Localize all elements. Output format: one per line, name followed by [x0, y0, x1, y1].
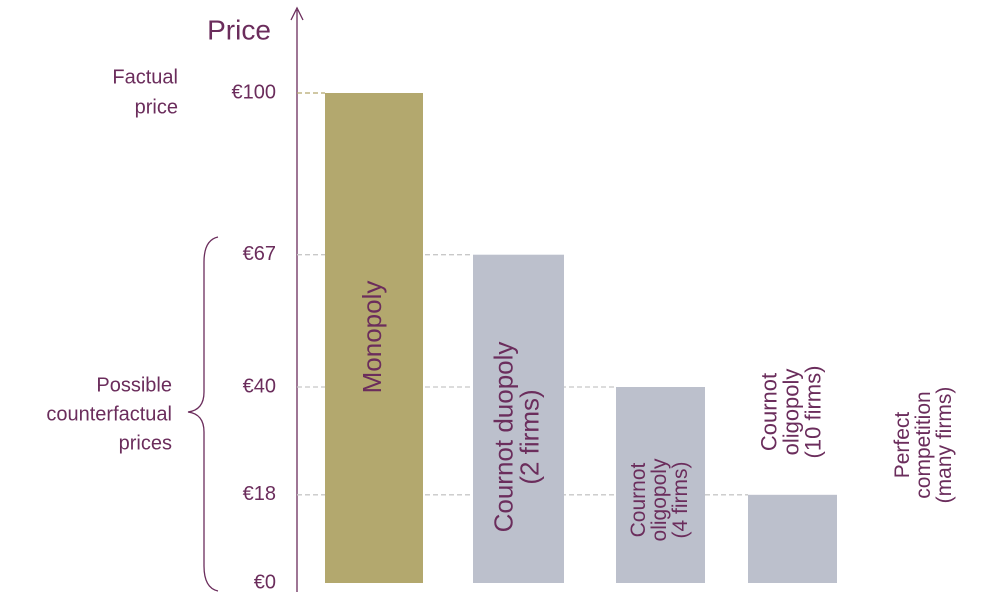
annotation: counterfactual — [46, 403, 172, 425]
bar — [748, 494, 837, 583]
category-label: (many firms) — [933, 387, 956, 504]
category-label: Monopoly — [357, 281, 387, 394]
category-label: Cournot — [756, 373, 781, 451]
annotation: Possible — [96, 374, 172, 396]
annotation: prices — [119, 432, 172, 454]
category-label: oligopoly — [648, 458, 671, 541]
y-tick-label: €67 — [243, 243, 276, 265]
category-label: (4 firms) — [669, 462, 692, 539]
bar — [473, 254, 564, 583]
category-label: Perfect — [891, 412, 914, 479]
bar — [325, 93, 423, 583]
category-label: oligopoly — [778, 369, 803, 456]
annotation: price — [135, 96, 178, 118]
y-axis-label: Price — [207, 14, 271, 45]
y-tick-label: €100 — [232, 81, 277, 103]
category-label: Cournot — [627, 462, 650, 537]
brace — [187, 236, 219, 592]
category-label: Cournot duopoly — [488, 342, 518, 533]
y-tick-label: €0 — [254, 571, 276, 593]
category-label: (10 firms) — [800, 366, 825, 459]
bar — [616, 387, 705, 583]
annotation: Factual — [112, 66, 178, 88]
category-label: competition — [912, 391, 935, 498]
y-tick-label: €18 — [243, 483, 276, 505]
y-axis-arrow — [290, 6, 304, 21]
category-label: (2 firms) — [514, 389, 544, 484]
y-tick-label: €40 — [243, 375, 276, 397]
